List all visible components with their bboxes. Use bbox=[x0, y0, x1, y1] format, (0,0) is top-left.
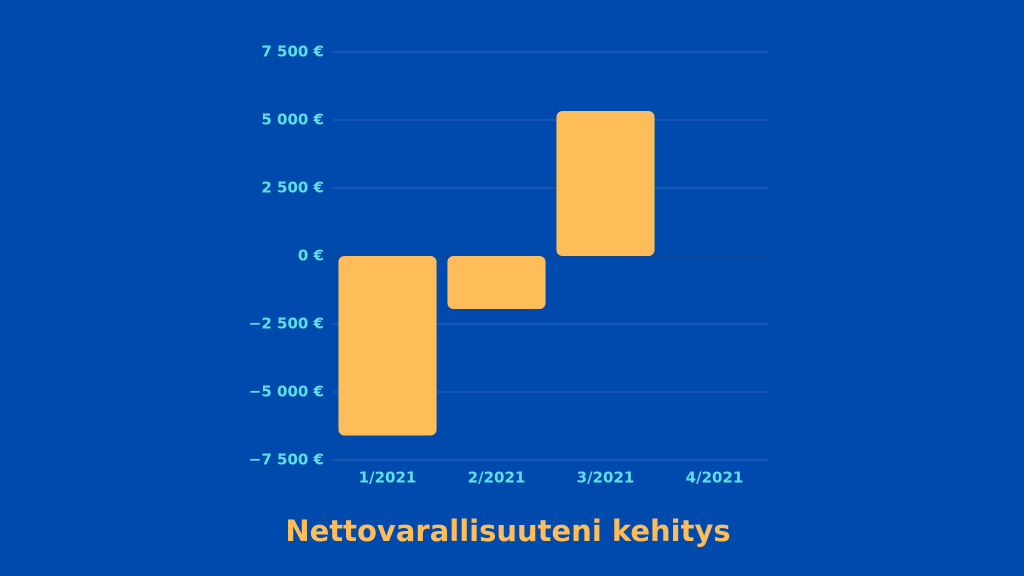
y-tick-label: 2 500 € bbox=[261, 179, 324, 197]
y-tick-label: 7 500 € bbox=[261, 43, 324, 61]
x-tick-label: 1/2021 bbox=[359, 469, 417, 487]
bar bbox=[338, 256, 437, 436]
bar bbox=[556, 111, 655, 256]
y-tick-label: −7 500 € bbox=[249, 451, 324, 469]
y-tick-label: −2 500 € bbox=[249, 315, 324, 333]
bar bbox=[447, 256, 546, 310]
chart-title: Nettovarallisuuteni kehitys bbox=[285, 514, 730, 548]
x-tick-label: 4/2021 bbox=[686, 469, 744, 487]
x-tick-label: 3/2021 bbox=[577, 469, 635, 487]
y-tick-label: 0 € bbox=[298, 247, 324, 265]
x-tick-label: 2/2021 bbox=[468, 469, 526, 487]
y-tick-label: 5 000 € bbox=[261, 111, 324, 129]
y-tick-label: −5 000 € bbox=[249, 383, 324, 401]
